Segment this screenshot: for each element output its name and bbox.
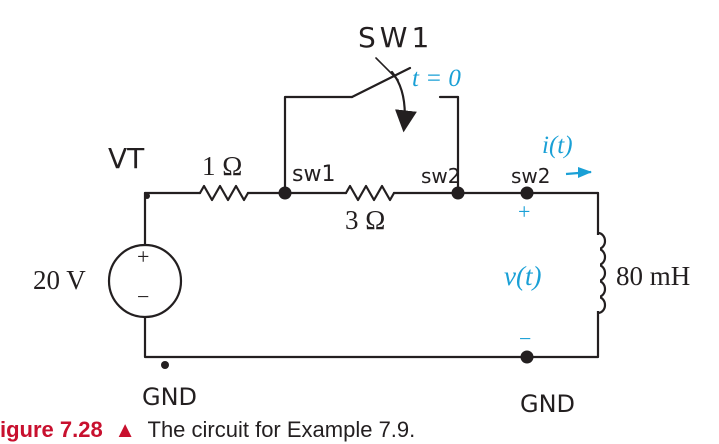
node-gnd-right	[520, 350, 534, 364]
voltage-source	[107, 243, 183, 319]
caption-marker: ▲	[114, 417, 136, 442]
figure-caption: igure 7.28 ▲ The circuit for Example 7.9…	[0, 417, 415, 442]
label-node-sw1: sw1	[292, 162, 335, 187]
caption-text: The circuit for Example 7.9.	[148, 417, 416, 442]
label-ground-right: GND	[520, 390, 575, 418]
switch-loop-left	[283, 95, 354, 195]
label-ground-left: GND	[142, 383, 197, 411]
label-voltage: v(t)	[504, 261, 541, 291]
resistor-1	[198, 184, 250, 202]
node-sw1	[278, 186, 292, 200]
current-arrow-head	[578, 167, 592, 178]
node-gnd-left	[161, 361, 169, 369]
label-source-value: 20 V	[33, 265, 86, 295]
inductor-mask	[596, 235, 600, 311]
label-voltage-minus: −	[519, 326, 531, 351]
label-node-sw2-b: sw2	[511, 164, 551, 188]
switch-blade	[350, 66, 412, 99]
label-current: i(t)	[542, 132, 573, 159]
label-source-plus: +	[137, 244, 149, 269]
label-inductor: 80 mH	[616, 261, 690, 291]
label-resistor1: 1 Ω	[202, 151, 242, 181]
label-source-node: VT	[108, 142, 145, 175]
label-source-minus: −	[137, 284, 149, 309]
label-node-sw2-a: sw2	[421, 164, 461, 188]
node-sw2-a	[451, 186, 465, 200]
sw1-pointer-line	[375, 57, 399, 81]
label-voltage-plus: +	[518, 199, 530, 224]
label-resistor2: 3 Ω	[345, 205, 385, 235]
node-sw2-b	[520, 186, 534, 200]
label-switch-handwritten: SW1	[358, 21, 433, 54]
resistor-2	[344, 184, 396, 202]
node-vt	[144, 193, 150, 199]
inductor	[596, 231, 607, 315]
label-switch-time: t = 0	[412, 65, 461, 92]
caption-prefix: igure 7.28	[0, 417, 103, 442]
